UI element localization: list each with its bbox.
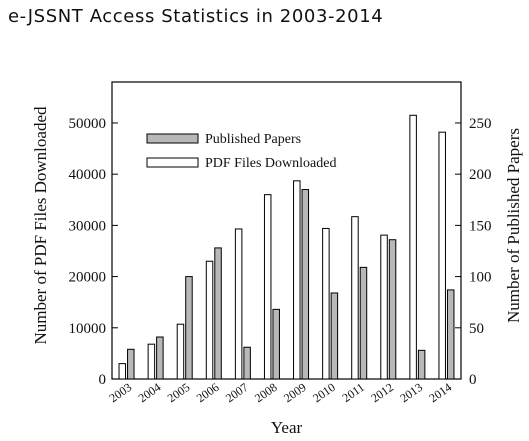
right-tick-label: 50 [469, 321, 484, 337]
x-tick-label: 2013 [397, 380, 425, 405]
x-axis-title: Year [271, 418, 303, 437]
x-tick-label: 2012 [368, 380, 396, 405]
left-tick-label: 50000 [69, 116, 107, 132]
bar-papers-2012 [388, 239, 397, 380]
right-tick-label: 0 [469, 372, 477, 388]
chart-title: e-JSSNT Access Statistics in 2003-2014 [8, 6, 384, 27]
bar-pdf-2004 [147, 343, 156, 380]
legend: Published Papers PDF Files Downloaded [146, 132, 336, 171]
plot-frame [111, 81, 462, 380]
axis-titles: Year Number of PDF Files Downloaded Number… [31, 106, 523, 437]
legend-published-papers-label: Published Papers [205, 132, 301, 147]
plot-border [111, 81, 462, 380]
x-tick-label: 2008 [252, 380, 280, 405]
bar-pdf-2014 [438, 131, 446, 380]
bar-pdf-2010 [322, 227, 330, 380]
x-tick-label: 2004 [136, 380, 164, 405]
y-axis-title: Number of PDF Files Downloaded [31, 106, 50, 344]
bar-papers-2005 [185, 276, 193, 380]
right-tick-label: 100 [469, 270, 492, 286]
legend-pdf-downloads-label: PDF Files Downloaded [205, 156, 336, 171]
x-tick-label: 2007 [223, 380, 251, 405]
bars-group [118, 114, 455, 380]
bar-papers-2006 [214, 247, 222, 380]
bar-pdf-2009 [293, 180, 301, 380]
bar-pdf-2005 [176, 323, 185, 380]
x-tick-label: 2003 [107, 380, 135, 405]
x-tick-label: 2014 [426, 380, 454, 405]
x-tick-label: 2011 [340, 380, 367, 405]
bar-papers-2003 [127, 348, 135, 380]
x-tick-label: 2006 [194, 380, 222, 405]
left-tick-label: 30000 [69, 218, 107, 234]
bar-pdf-2011 [351, 216, 359, 380]
bar-papers-2011 [359, 266, 368, 380]
bar-pdf-2008 [263, 194, 272, 380]
bar-papers-2009 [301, 189, 310, 380]
left-tick-label: 0 [99, 372, 107, 388]
right-tick-label: 250 [469, 116, 492, 132]
bar-pdf-2013 [409, 114, 417, 380]
right-tick-label: 200 [469, 167, 492, 183]
right-axis: 0 50 100 150 200 250 [455, 116, 492, 388]
bar-pdf-2006 [205, 260, 214, 380]
x-tick-label: 2005 [165, 380, 193, 405]
y2-axis-title: Number of Published Papers [504, 128, 523, 323]
bar-papers-2013 [417, 349, 426, 380]
bar-papers-2004 [156, 336, 164, 380]
legend-published-papers-swatch [146, 133, 199, 144]
bar-pdf-2007 [234, 228, 243, 380]
legend-pdf-downloads-swatch [146, 157, 199, 168]
bar-pdf-2012 [380, 234, 388, 380]
right-tick-label: 150 [469, 218, 492, 234]
left-axis: 0 10000 20000 30000 40000 50000 [69, 116, 118, 388]
bar-papers-2007 [243, 346, 251, 380]
bar-pdf-2003 [118, 363, 127, 380]
left-tick-label: 40000 [69, 167, 107, 183]
x-tick-label: 2009 [281, 380, 309, 405]
x-tick-label: 2010 [310, 380, 338, 405]
x-axis: 2003 2004 2005 2006 2007 2008 2009 2010 2011 2012… [107, 380, 455, 405]
bar-papers-2010 [330, 292, 339, 380]
bar-papers-2014 [446, 289, 455, 380]
left-tick-label: 20000 [69, 270, 107, 286]
bar-papers-2008 [272, 308, 280, 380]
left-tick-label: 10000 [69, 321, 107, 337]
